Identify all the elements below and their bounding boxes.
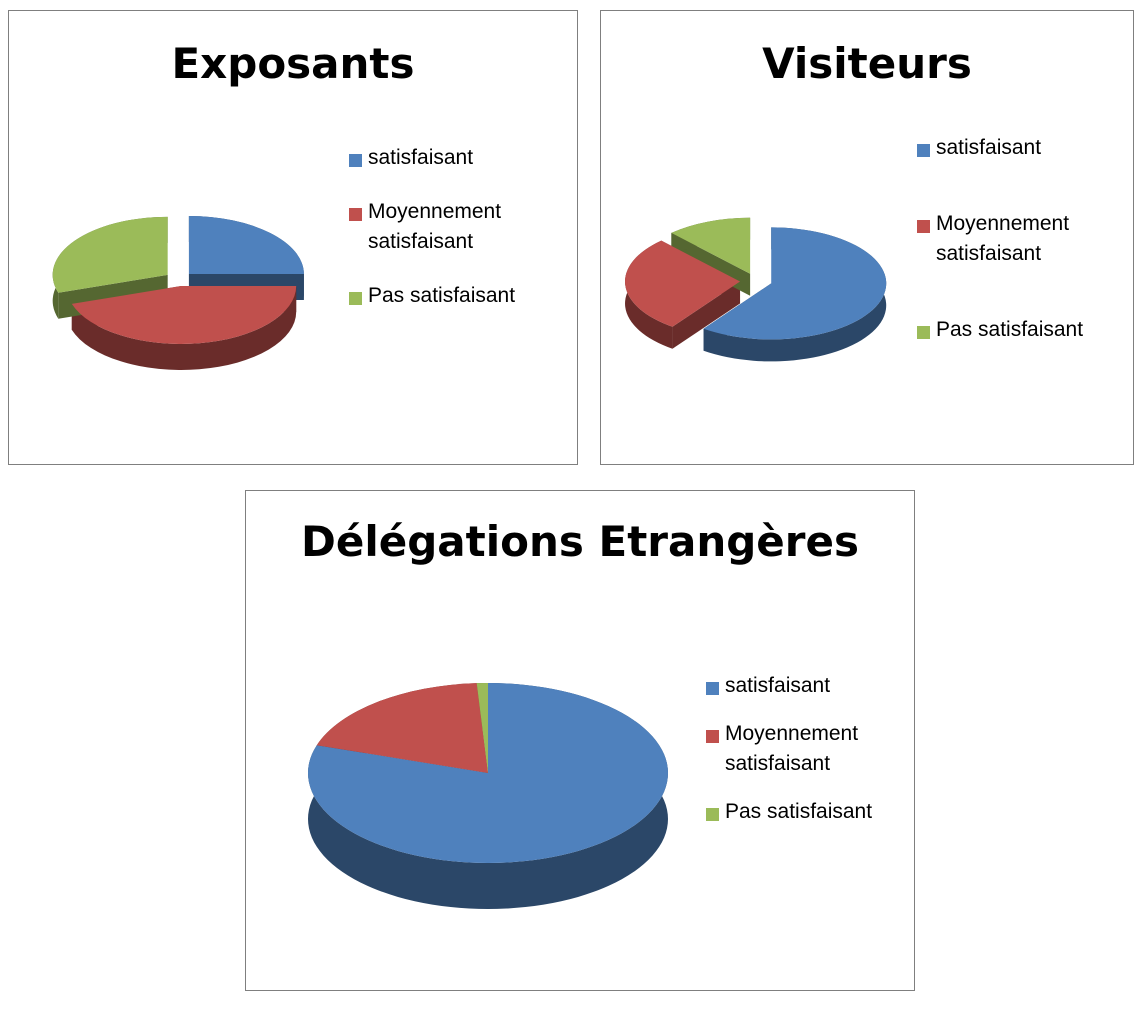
legend-label: satisfaisant (725, 674, 831, 697)
slice-side (672, 281, 741, 349)
legend-swatch (706, 682, 719, 695)
slice-edge (71, 285, 297, 370)
slice (52, 216, 168, 293)
chart-title: Visiteurs (762, 39, 972, 88)
legend-label: Pas satisfaisant (725, 800, 873, 823)
legend-item: satisfaisant (349, 146, 528, 173)
legend-swatch (706, 808, 719, 821)
slice (671, 217, 751, 274)
legend-label: satisfaisant (368, 146, 474, 169)
pie-chart (308, 683, 668, 909)
chart-title: Exposants (171, 39, 415, 88)
legend-swatch (706, 730, 719, 743)
slice (703, 227, 887, 340)
legend-swatch (349, 292, 362, 305)
legend-item: Moyennement satisfaisant (349, 200, 528, 257)
slice (71, 285, 297, 344)
legend-swatch (917, 326, 930, 339)
legend-swatch (917, 220, 930, 233)
pie-tops (52, 216, 304, 344)
slice-edge (703, 227, 887, 362)
legend-label: Moyennement satisfaisant (368, 200, 502, 253)
legend-item: Pas satisfaisant (917, 318, 1096, 345)
chart-box: Exposants satisfaisant Moyennement satisfa… (8, 10, 578, 465)
legend-swatch (349, 208, 362, 221)
slice (625, 240, 741, 327)
legend-item: satisfaisant (706, 674, 885, 701)
legend-item: Pas satisfaisant (349, 284, 528, 311)
chart-title: Délégations Etrangères (301, 517, 859, 566)
legend-item: Moyennement satisfaisant (706, 722, 885, 779)
legend-label: satisfaisant (936, 136, 1042, 159)
pie-chart (52, 216, 304, 370)
legend-item: satisfaisant (917, 136, 1096, 163)
legend: satisfaisant Moyennement satisfaisant Pas … (706, 674, 885, 851)
pie-tops (308, 683, 668, 863)
legend-label: Moyennement satisfaisant (936, 212, 1070, 265)
chart-box: Délégations Etrangères satisfaisant Moyenn… (245, 490, 915, 991)
slice (188, 216, 304, 275)
legend-item: Pas satisfaisant (706, 800, 885, 827)
legend-swatch (349, 154, 362, 167)
pie-tops (625, 217, 887, 340)
pie-chart (625, 217, 887, 362)
legend-label: Pas satisfaisant (936, 318, 1084, 341)
legend: satisfaisant Moyennement satisfaisant Pas … (917, 136, 1096, 397)
legend-label: Moyennement satisfaisant (725, 722, 859, 775)
legend-swatch (917, 144, 930, 157)
legend: satisfaisant Moyennement satisfaisant Pas … (349, 146, 528, 341)
chart-box: Visiteurs satisfaisant Moyennement satisfa… (600, 10, 1134, 465)
legend-label: Pas satisfaisant (368, 284, 516, 307)
slice (316, 683, 488, 773)
legend-item: Moyennement satisfaisant (917, 212, 1096, 269)
slice (476, 683, 488, 773)
